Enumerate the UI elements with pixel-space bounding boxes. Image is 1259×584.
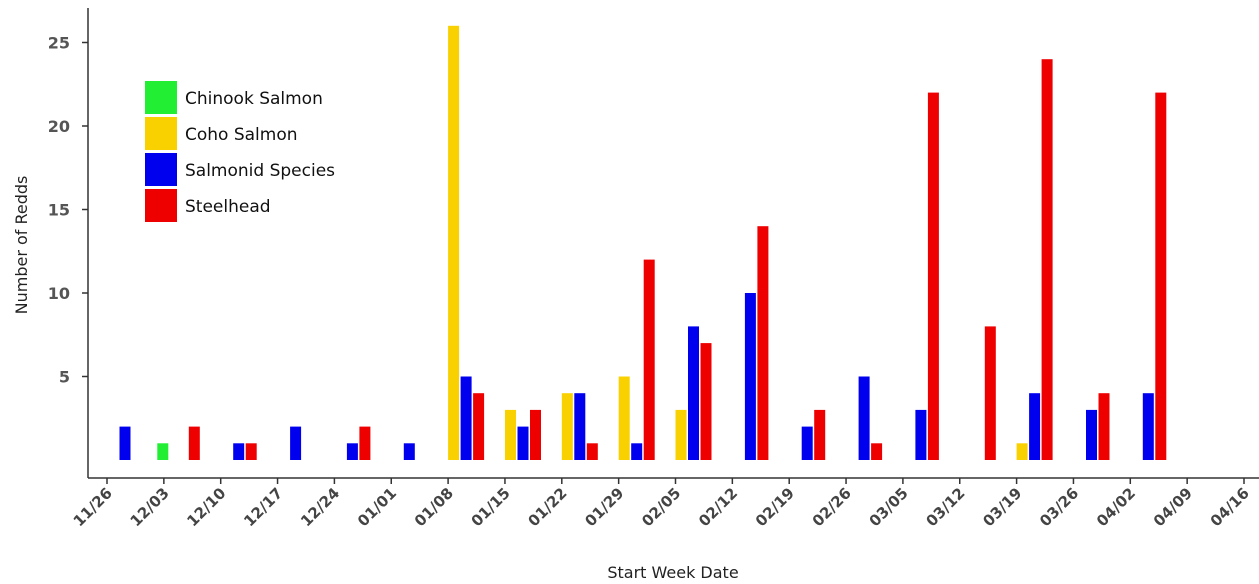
x-ticks-group: 11/26 12/03 12/10 12/17 12/24 01/01 01/08 01/15… [70,478,1253,530]
x-tick-label-03-05: 03/05 [866,484,912,530]
bar-steelhead-03-19 [1041,59,1053,460]
bar-steelhead-03-12 [984,326,996,460]
x-tick-label-03-19: 03/19 [979,484,1025,530]
bar-steelhead-02-12 [757,226,769,460]
legend-swatch-chinook-salmon [145,81,177,114]
bar-coho-salmon-01-22 [561,393,573,460]
legend-label-salmonid-species: Salmonid Species [185,161,335,181]
x-tick-label-02-19: 02/19 [752,484,798,530]
legend-label-steelhead: Steelhead [185,197,271,217]
x-tick-label-01-08: 01/08 [411,484,457,530]
y-tick-label-10: 10 [48,284,70,303]
x-tick-label-02-12: 02/12 [695,484,741,530]
bar-steelhead-01-08 [473,393,485,460]
bar-salmonid-species-12-24 [346,443,358,460]
legend-swatch-coho-salmon [145,117,177,150]
bar-coho-salmon-02-05 [675,409,687,460]
bar-steelhead-02-05 [700,343,712,460]
y-tick-label-5: 5 [59,368,70,387]
bar-coho-salmon-01-29 [618,376,630,460]
bar-chinook-salmon-12-03 [157,443,169,460]
bar-salmonid-species-03-26 [1086,409,1097,460]
bar-coho-salmon-01-08 [448,25,460,461]
x-tick-label-01-01: 01/01 [354,484,400,530]
y-axis-title: Number of Redds [12,176,31,315]
bar-salmonid-species-02-12 [744,293,756,460]
x-tick-label-02-26: 02/26 [809,484,855,530]
bar-steelhead-01-29 [643,259,655,460]
bar-salmonid-species-01-22 [574,393,586,460]
y-tick-label-25: 25 [48,34,70,53]
legend-label-coho-salmon: Coho Salmon [185,125,298,145]
x-axis-title: Start Week Date [607,563,738,582]
bar-salmonid-species-01-15 [517,426,529,460]
bar-salmonid-species-03-19 [1029,393,1041,460]
legend: Chinook Salmon Coho Salmon Salmonid Specie… [145,81,335,222]
x-tick-label-12-24: 12/24 [297,484,343,530]
bar-steelhead-01-22 [586,443,598,460]
x-tick-label-11-26: 11/26 [70,484,116,530]
bar-steelhead-12-10 [245,443,257,460]
bar-salmonid-species-04-02 [1142,393,1154,460]
x-tick-label-12-03: 12/03 [127,484,173,530]
x-tick-label-12-10: 12/10 [183,484,229,530]
bar-salmonid-species-01-29 [631,443,643,460]
bar-salmonid-species-02-26 [858,376,870,460]
bar-salmonid-species-03-05 [915,409,927,460]
x-tick-label-01-15: 01/15 [468,484,514,530]
bar-steelhead-02-19 [814,409,826,460]
x-tick-label-03-26: 03/26 [1036,484,1082,530]
x-tick-label-01-22: 01/22 [525,484,571,530]
x-tick-label-03-12: 03/12 [922,484,968,530]
bars-group [119,25,1167,461]
y-ticks-group: 5 10 15 20 25 [48,34,88,387]
bar-salmonid-species-12-17 [290,426,302,460]
bar-steelhead-03-05 [927,92,939,460]
bar-coho-salmon-01-15 [505,409,516,460]
x-tick-label-12-17: 12/17 [240,484,286,530]
bar-salmonid-species-02-05 [688,326,699,460]
bar-salmonid-species-01-08 [460,376,472,460]
bar-salmonid-species-12-10 [233,443,245,460]
legend-swatch-salmonid-species [145,153,177,186]
legend-label-chinook-salmon: Chinook Salmon [185,89,323,109]
bar-steelhead-01-15 [530,409,541,460]
bar-salmonid-species-02-19 [801,426,813,460]
bar-steelhead-02-26 [871,443,883,460]
bar-salmonid-species-11-26 [119,426,131,460]
bar-steelhead-12-24 [359,426,371,460]
bar-coho-salmon-03-19 [1016,443,1028,460]
x-tick-label-04-02: 04/02 [1093,484,1139,530]
bar-steelhead-12-03 [188,426,200,460]
legend-swatch-steelhead [145,189,177,222]
bar-steelhead-03-26 [1098,393,1110,460]
bar-steelhead-04-02 [1155,92,1167,460]
y-tick-label-20: 20 [48,117,70,136]
x-tick-label-02-05: 02/05 [638,484,684,530]
x-tick-label-04-16: 04/16 [1207,484,1253,530]
x-tick-label-01-29: 01/29 [581,484,627,530]
bar-salmonid-species-01-01 [403,443,415,460]
y-tick-label-15: 15 [48,201,70,220]
x-tick-label-04-09: 04/09 [1150,484,1196,530]
